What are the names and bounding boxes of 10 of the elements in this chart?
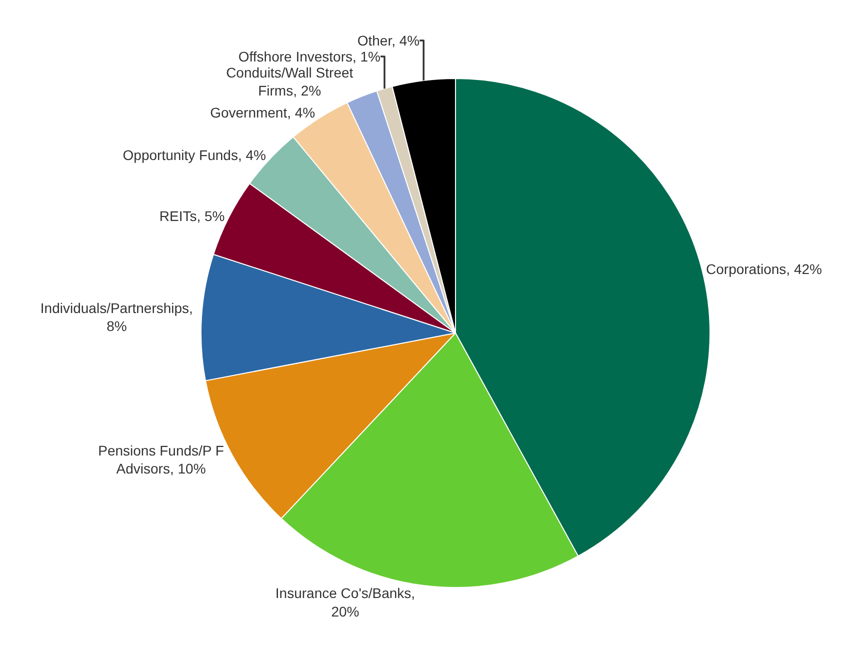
slice-label: Offshore Investors, 1% xyxy=(238,48,380,64)
slice-label: Corporations, 42% xyxy=(706,261,822,278)
slice-label: Individuals/Partnerships, 8% xyxy=(40,300,193,334)
slice-label: Government, 4% xyxy=(210,104,316,120)
slice-label: Conduits/Wall Street Firms, 2% xyxy=(226,64,354,99)
slice-label: Other, 4% xyxy=(357,32,420,48)
slice-label: Opportunity Funds, 4% xyxy=(122,147,266,164)
slice-label: Pensions Funds/P F Advisors, 10% xyxy=(98,442,224,477)
slice-label: REITs, 5% xyxy=(159,208,225,224)
slice-label: Insurance Co's/Banks, 20% xyxy=(275,585,416,620)
